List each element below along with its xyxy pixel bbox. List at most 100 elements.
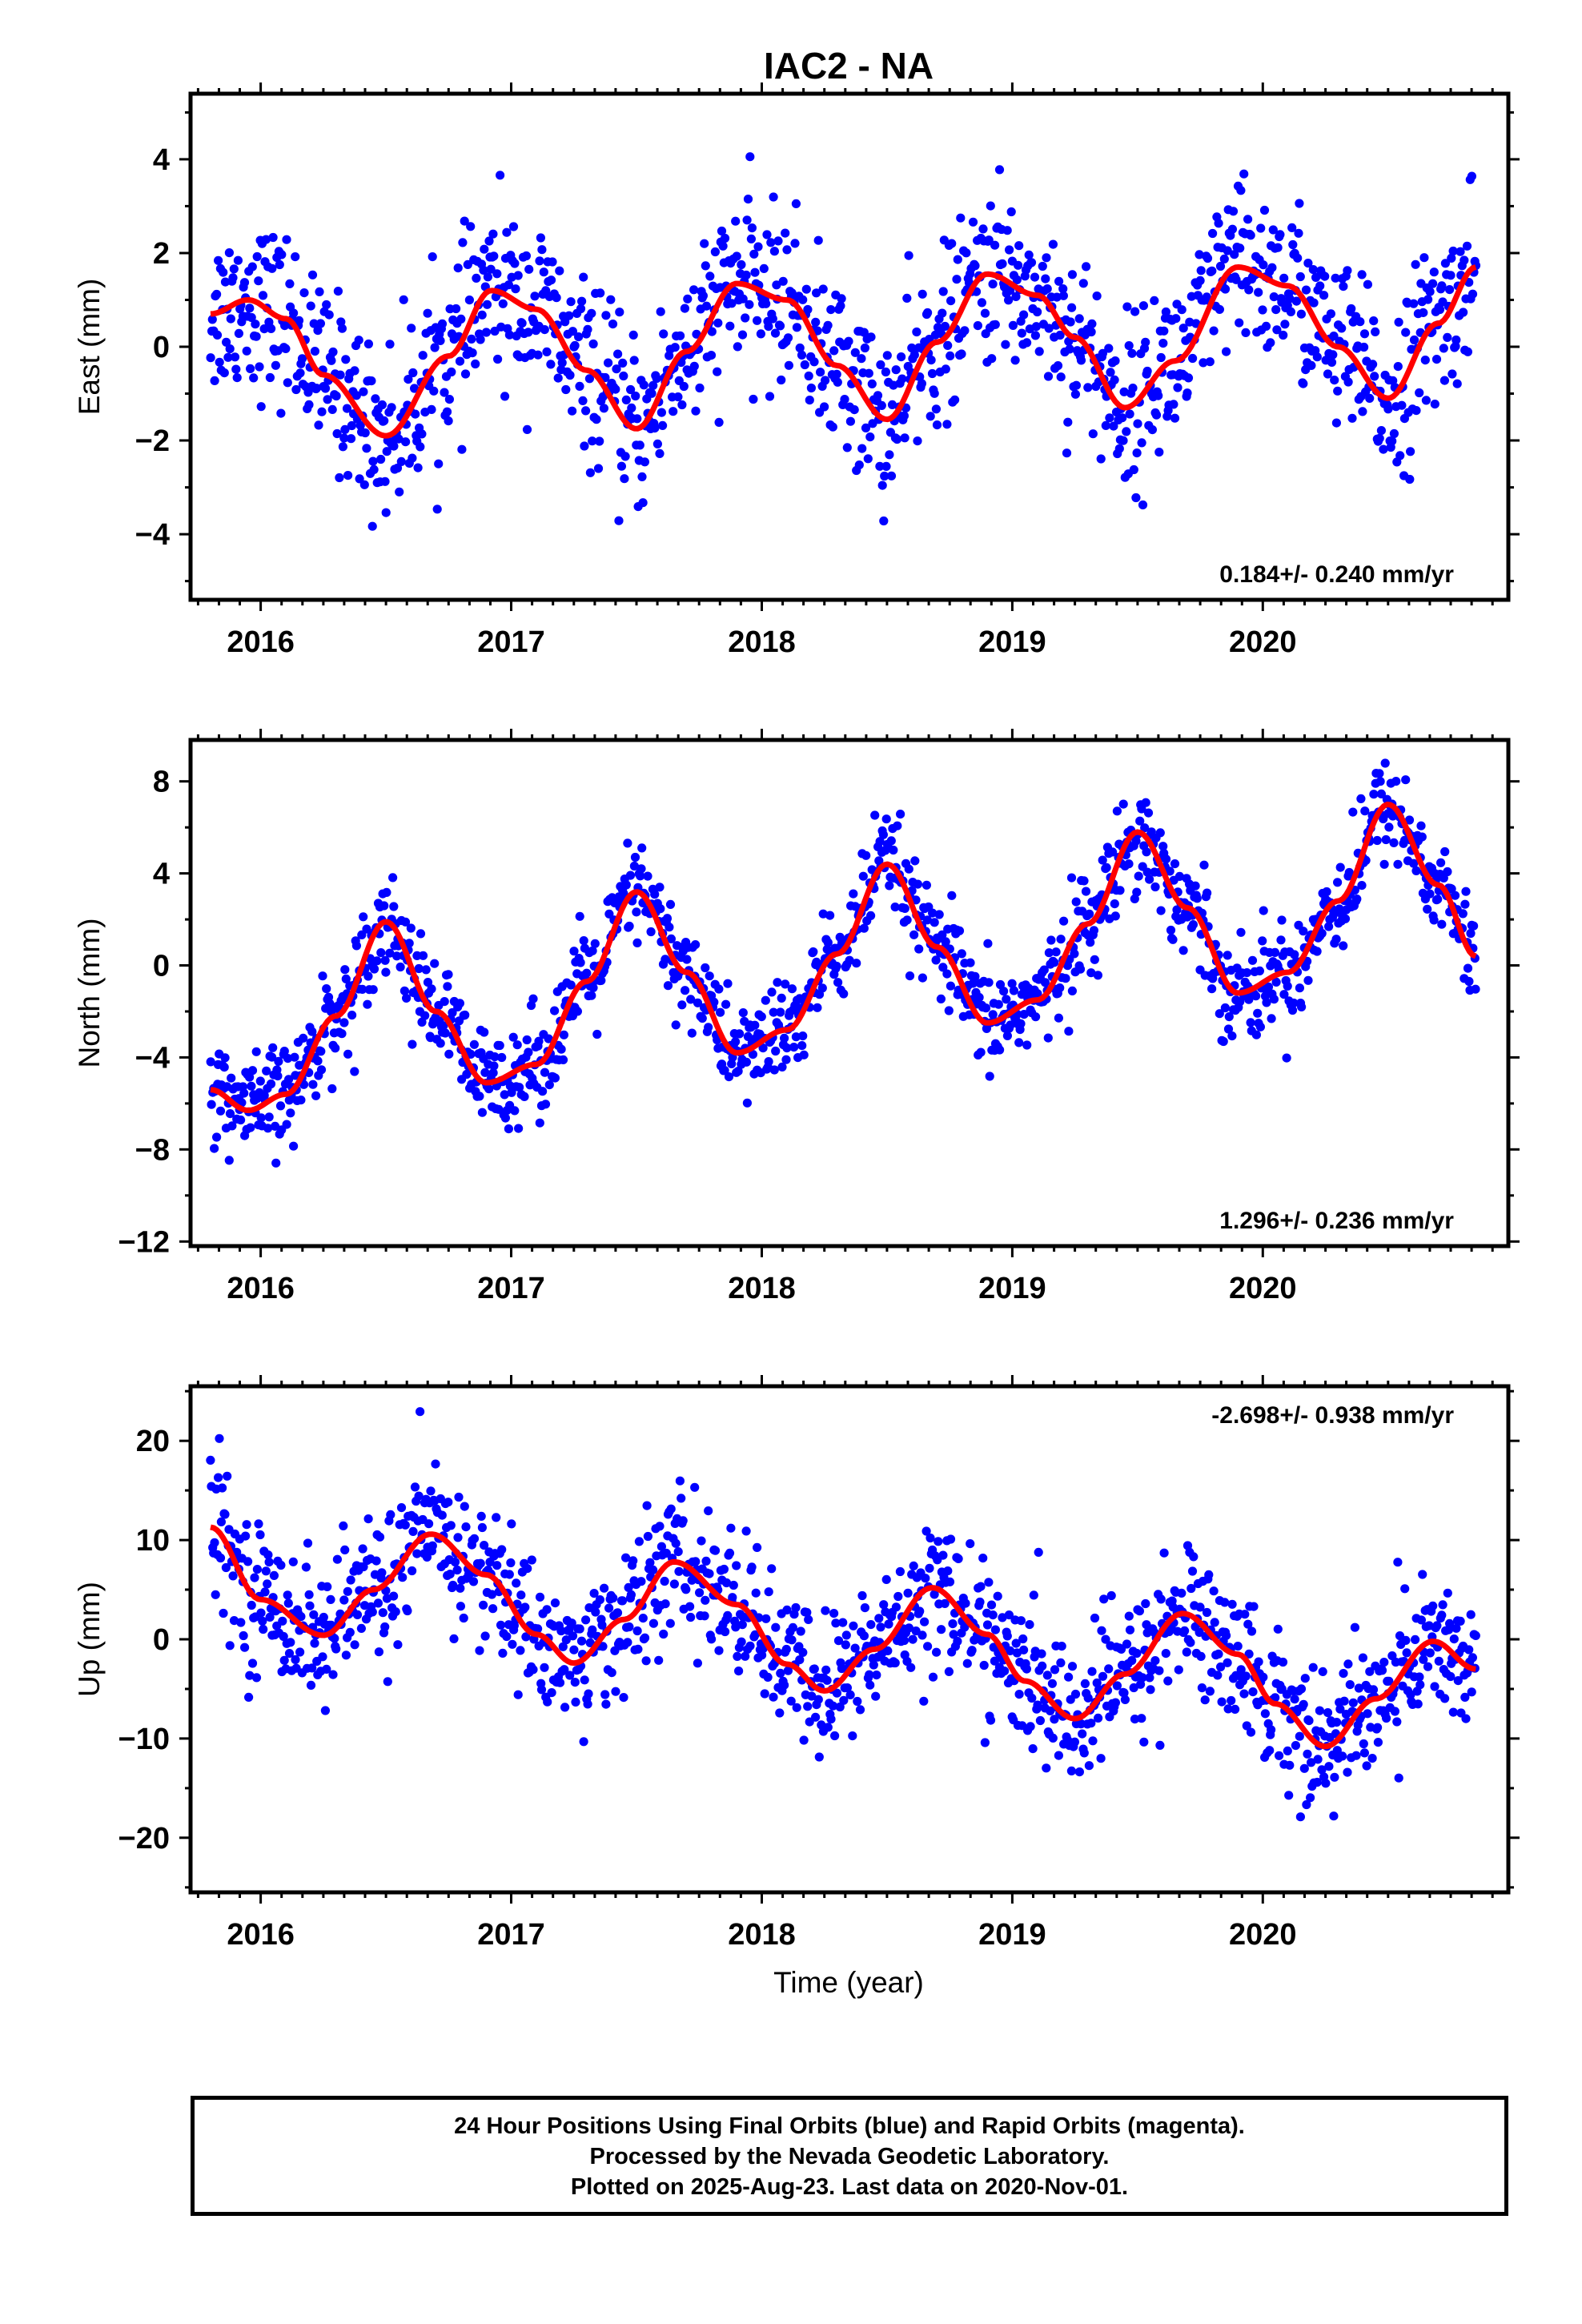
data-point — [813, 326, 822, 336]
data-point — [926, 412, 935, 421]
x-tick-label: 2016 — [227, 1272, 295, 1305]
data-point — [640, 1633, 650, 1642]
data-point — [1110, 1698, 1120, 1707]
data-point — [648, 1618, 659, 1628]
data-point — [254, 1519, 263, 1529]
data-point — [1376, 426, 1386, 436]
data-point — [1188, 353, 1198, 364]
data-point — [756, 329, 766, 339]
data-point — [704, 1506, 713, 1516]
data-point — [1048, 239, 1058, 249]
data-point — [1169, 400, 1178, 409]
data-point — [1242, 1721, 1251, 1731]
data-point — [445, 1570, 455, 1579]
data-point — [614, 516, 624, 525]
data-point — [716, 1007, 725, 1017]
data-point — [860, 343, 869, 353]
data-point — [750, 267, 760, 277]
data-point — [497, 1052, 507, 1063]
data-point — [1278, 1657, 1288, 1667]
data-point — [275, 1101, 286, 1111]
data-point — [464, 296, 475, 305]
data-point — [576, 958, 585, 967]
data-point — [632, 938, 642, 947]
data-point — [1249, 1602, 1259, 1611]
data-point — [984, 235, 994, 245]
data-point — [395, 487, 404, 497]
data-point — [282, 235, 291, 244]
footer-line-2: Processed by the Nevada Geodetic Laborat… — [589, 2144, 1110, 2169]
data-point — [1096, 454, 1106, 464]
data-point — [769, 192, 778, 202]
data-point — [523, 1564, 532, 1574]
data-point — [1129, 1683, 1138, 1693]
data-point — [1145, 1673, 1154, 1683]
data-point — [259, 1624, 268, 1634]
data-point — [1140, 823, 1150, 833]
data-point — [1358, 1653, 1367, 1663]
data-point — [1286, 307, 1295, 316]
data-point — [800, 360, 809, 370]
data-point — [1242, 968, 1252, 978]
data-point — [1469, 921, 1479, 931]
data-point — [683, 294, 693, 304]
data-point — [337, 324, 347, 333]
data-point — [1058, 291, 1068, 300]
data-point — [1041, 274, 1050, 283]
data-point — [750, 1630, 760, 1639]
data-point — [239, 1088, 249, 1098]
data-point — [220, 1510, 230, 1519]
data-point — [546, 360, 556, 369]
data-point — [283, 378, 292, 388]
data-point — [1171, 314, 1181, 324]
data-point — [1239, 169, 1249, 179]
data-point — [1343, 377, 1353, 387]
data-point — [492, 1561, 502, 1570]
data-point — [942, 969, 952, 979]
data-point — [422, 1552, 432, 1562]
data-point — [550, 1073, 560, 1083]
data-point — [833, 377, 842, 387]
data-point — [1156, 1594, 1166, 1604]
data-point — [530, 292, 540, 301]
data-point — [544, 1034, 553, 1043]
data-point — [876, 1622, 885, 1632]
data-point — [460, 216, 469, 226]
data-point — [1362, 1761, 1371, 1771]
data-point — [1343, 1659, 1353, 1669]
data-point — [1195, 1627, 1204, 1637]
x-tick-label: 2017 — [477, 1272, 545, 1305]
data-point — [351, 941, 361, 951]
data-point — [1445, 285, 1455, 295]
data-point — [1016, 1019, 1026, 1028]
data-point — [1026, 1722, 1035, 1731]
data-point — [319, 1612, 328, 1622]
data-point — [1379, 1658, 1389, 1667]
data-point — [866, 332, 876, 342]
data-point — [230, 352, 240, 362]
data-point — [772, 280, 781, 290]
data-point — [1058, 284, 1068, 294]
data-point — [804, 371, 813, 381]
data-point — [913, 879, 922, 889]
data-point — [500, 1090, 509, 1100]
data-point — [553, 373, 563, 383]
footer-line-3: Plotted on 2025-Aug-23. Last data on 202… — [570, 2174, 1129, 2200]
data-point — [735, 1029, 745, 1039]
data-point — [1447, 369, 1457, 379]
data-point — [260, 1587, 270, 1597]
data-point — [839, 1695, 849, 1705]
data-point — [1273, 1624, 1283, 1634]
data-point — [967, 1646, 977, 1655]
data-point — [524, 1047, 533, 1057]
data-point — [1132, 887, 1142, 897]
data-point — [1446, 271, 1456, 280]
scatter-points-north — [206, 758, 1480, 1168]
data-point — [848, 1731, 857, 1741]
data-point — [608, 1593, 618, 1603]
data-point — [565, 370, 575, 380]
data-point — [1415, 1672, 1424, 1682]
data-point — [652, 439, 663, 449]
data-point — [581, 1615, 591, 1625]
data-point — [650, 424, 660, 433]
